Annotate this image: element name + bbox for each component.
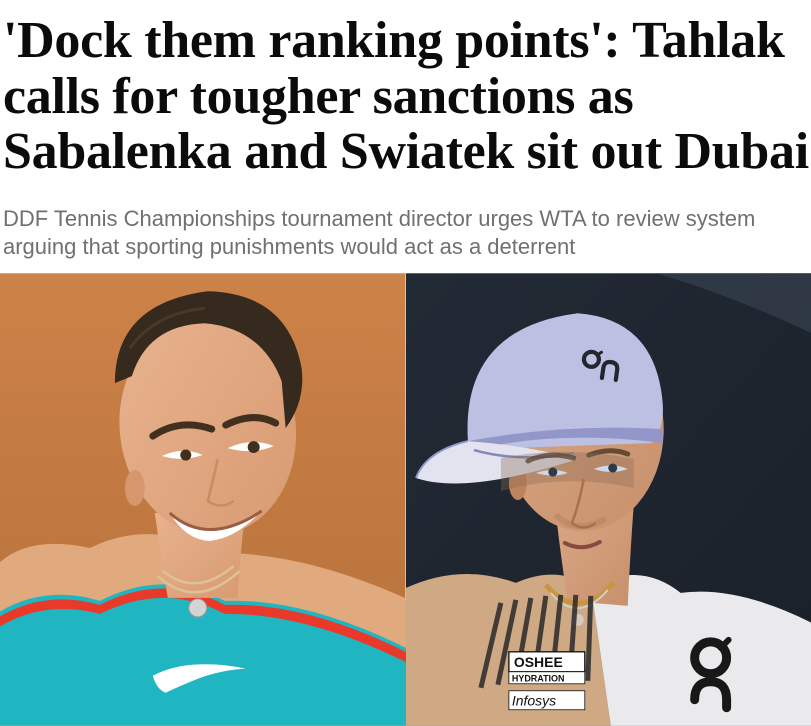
svg-text:Infosys: Infosys — [511, 693, 555, 709]
svg-text:HYDRATION: HYDRATION — [511, 673, 564, 683]
svg-text:OSHEE: OSHEE — [513, 654, 562, 670]
